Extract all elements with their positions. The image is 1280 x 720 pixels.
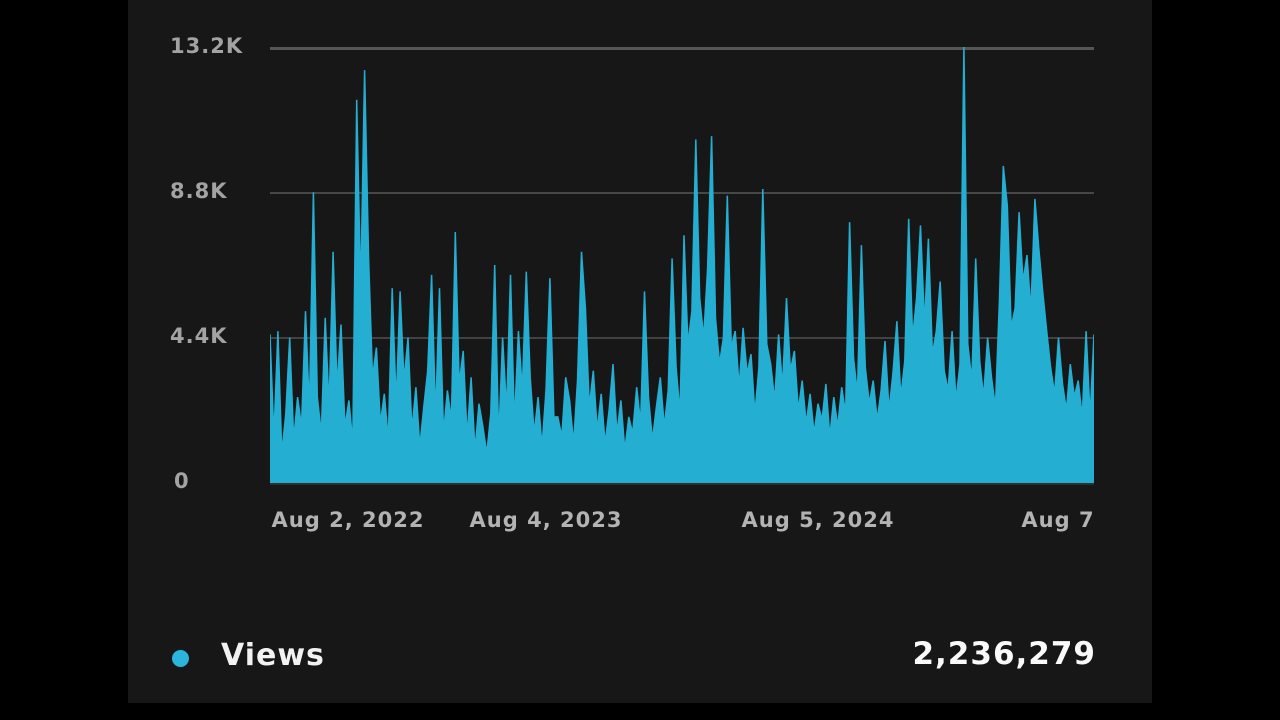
- x-axis-tick-label: Aug 7: [1021, 508, 1095, 532]
- y-axis-tick-label: 13.2K: [170, 34, 244, 58]
- views-legend-dot: [172, 650, 189, 667]
- analytics-chart-panel: 13.2K 8.8K 4.4K 0 Aug 2, 2022 Aug 4, 202…: [128, 0, 1152, 703]
- gridline-0: [270, 482, 1094, 485]
- x-axis-tick-label: Aug 2, 2022: [271, 508, 425, 532]
- x-axis-tick-label: Aug 5, 2024: [741, 508, 895, 532]
- y-axis-tick-label: 4.4K: [170, 324, 228, 348]
- views-total-count: 2,236,279: [912, 636, 1096, 672]
- gridline-8800: [270, 192, 1094, 194]
- views-area-series: [270, 47, 1094, 483]
- y-axis-tick-label: 8.8K: [170, 179, 228, 203]
- y-axis-tick-label: 0: [174, 469, 190, 493]
- x-axis-tick-label: Aug 4, 2023: [469, 508, 623, 532]
- gridline-13200: [270, 47, 1094, 50]
- views-legend-label: Views: [221, 638, 325, 673]
- views-area-chart: [270, 47, 1094, 483]
- letterbox-bottom: [0, 703, 1280, 720]
